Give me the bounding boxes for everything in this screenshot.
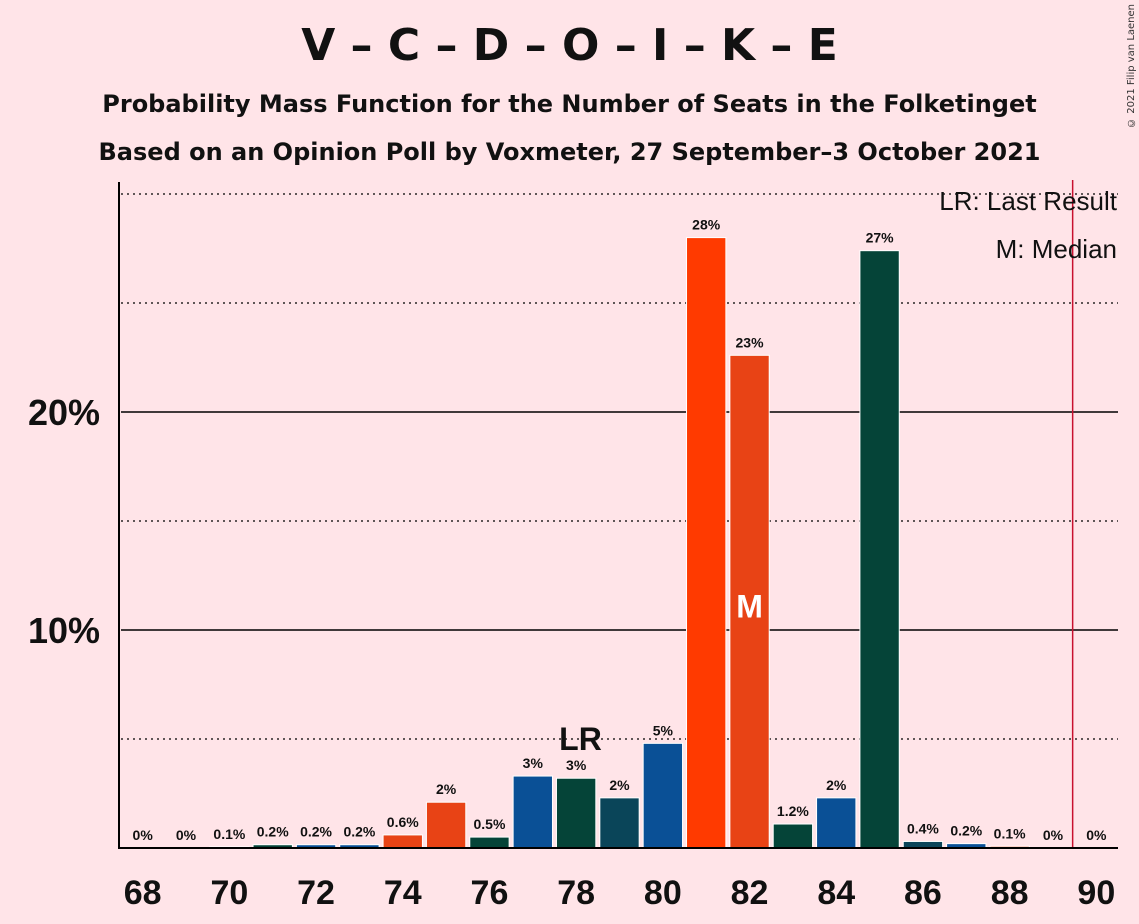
x-tick-label: 72 <box>297 874 335 912</box>
x-tick-label: 86 <box>904 874 942 912</box>
x-tick-label: 80 <box>644 874 682 912</box>
bar-seats-76 <box>469 836 510 849</box>
legend-last-result: LR: Last Result <box>939 186 1118 216</box>
bar-seats-79 <box>599 797 640 849</box>
y-tick-label: 10% <box>28 610 100 651</box>
bar-seats-78 <box>555 777 597 849</box>
bar-value-label: 2% <box>826 777 847 793</box>
x-tick-label: 84 <box>817 874 855 912</box>
bar-layer <box>209 237 1030 849</box>
bar-value-label: 0.2% <box>257 824 289 840</box>
chart-subtitle: Probability Mass Function for the Number… <box>102 90 1037 118</box>
chart-title: V – C – D – O – I – K – E <box>301 20 838 71</box>
bar-value-label: 0% <box>1043 827 1064 843</box>
bar-seats-81 <box>686 237 727 849</box>
x-tick-label: 74 <box>384 874 422 912</box>
bar-value-label: 2% <box>436 781 457 797</box>
bar-value-label: 0.1% <box>213 826 245 842</box>
bar-seats-85 <box>859 250 900 849</box>
last-result-marker: LR <box>559 721 602 757</box>
legend-median: M: Median <box>996 234 1117 264</box>
x-tick-label: 82 <box>731 874 769 912</box>
bar-value-label: 27% <box>866 230 895 246</box>
bar-value-label: 0% <box>1086 827 1107 843</box>
bar-value-label: 0% <box>133 827 154 843</box>
bar-value-label: 28% <box>692 217 721 233</box>
bar-seats-84 <box>816 797 857 849</box>
bar-value-label: 0% <box>176 827 197 843</box>
chart-source: Based on an Opinion Poll by Voxmeter, 27… <box>98 138 1041 166</box>
axis-layer: 10% 20% 68 70 72 74 76 78 80 82 84 86 88 90 <box>28 180 1118 912</box>
bar-seats-77 <box>512 775 553 849</box>
bar-value-label: 0.1% <box>994 825 1026 841</box>
bar-value-label: 0.5% <box>473 816 505 832</box>
x-tick-label: 88 <box>991 874 1029 912</box>
bar-value-label: 0.4% <box>907 820 939 836</box>
bar-seats-82 <box>729 354 770 849</box>
bar-value-label: 1.2% <box>777 803 809 819</box>
bar-value-label: 3% <box>523 755 544 771</box>
bar-value-label: 2% <box>609 777 630 793</box>
y-tick-label: 20% <box>28 392 100 433</box>
bar-seats-74 <box>382 834 423 849</box>
bar-value-label: 23% <box>736 334 765 350</box>
bar-value-label: 0.6% <box>387 814 419 830</box>
bar-value-label: 0.2% <box>950 823 982 839</box>
bar-seats-83 <box>772 823 814 849</box>
bar-seats-80 <box>642 742 684 849</box>
bar-value-label: 0.2% <box>343 824 375 840</box>
x-tick-label: 68 <box>124 874 162 912</box>
bar-seats-75 <box>425 801 467 849</box>
bar-value-label: 3% <box>566 757 587 773</box>
x-tick-label: 76 <box>471 874 509 912</box>
label-layer: 0% 0% 0.1% 0.2% 0.2% 0.2% 0.6% 2% 0.5% 3% 3% 2% 5% 28… <box>133 217 1107 843</box>
x-tick-label: 78 <box>557 874 595 912</box>
median-marker: M <box>736 588 763 624</box>
bar-value-label: 0.2% <box>300 824 332 840</box>
grid-layer <box>121 193 1118 740</box>
x-tick-label: 90 <box>1077 874 1115 912</box>
bar-value-label: 5% <box>653 722 674 738</box>
x-tick-label: 70 <box>210 874 248 912</box>
